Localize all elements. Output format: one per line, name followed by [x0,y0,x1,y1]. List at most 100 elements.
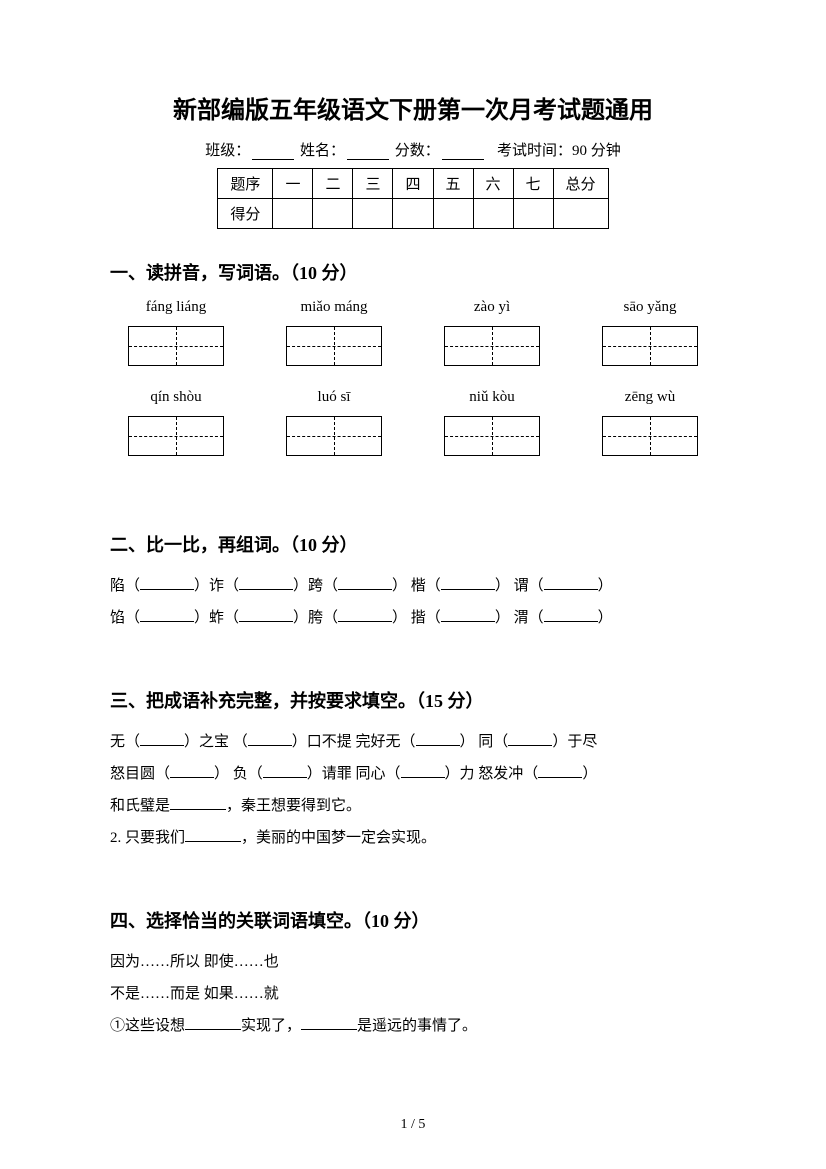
th: 五 [433,169,473,199]
blank[interactable] [140,589,194,590]
pinyin-row: fáng liáng miǎo máng zào yì sāo yǎng [110,299,716,320]
blank[interactable] [338,589,392,590]
text: ）请罪 同心（ [307,766,401,782]
char-box[interactable] [602,416,698,456]
q3-line2: 怒目圆（） 负（）请罪 同心（）力 怒发冲（） [110,759,716,789]
char-box[interactable] [286,326,382,366]
text: ）力 怒发冲（ [445,766,539,782]
table-row: 得分 [218,199,608,229]
text: 和氏璧是 [110,798,170,814]
text: ） 谓（ [495,578,544,594]
th: 题序 [218,169,273,199]
pinyin-item: sāo yǎng [590,299,710,320]
pinyin-item: luó sī [274,389,394,410]
th: 一 [273,169,313,199]
th: 七 [513,169,553,199]
text: ） 揩（ [392,610,441,626]
q3-line1: 无（）之宝 （）口不提 完好无（） 同（）于尽 [110,727,716,757]
text: ）诈（ [194,578,239,594]
pinyin-label: luó sī [274,389,394,406]
pinyin-label: sāo yǎng [590,299,710,316]
char-box[interactable] [444,416,540,456]
pinyin-label: miǎo máng [274,299,394,316]
text: 陷（ [110,578,140,594]
text: ）跨（ [293,578,338,594]
pinyin-label: fáng liáng [116,299,236,316]
text: ） [598,610,613,626]
score-cell[interactable] [353,199,393,229]
char-box[interactable] [128,326,224,366]
pinyin-item: zēng wù [590,389,710,410]
score-cell[interactable] [513,199,553,229]
pinyin-label: qín shòu [116,389,236,406]
text: 馅（ [110,610,140,626]
blank[interactable] [170,777,214,778]
blank[interactable] [140,745,184,746]
score-cell[interactable] [313,199,353,229]
table-row: 题序 一 二 三 四 五 六 七 总分 [218,169,608,199]
pinyin-item: qín shòu [116,389,236,410]
blank[interactable] [544,621,598,622]
blank[interactable] [441,589,495,590]
score-cell[interactable] [393,199,433,229]
blank[interactable] [401,777,445,778]
blank[interactable] [538,777,582,778]
blank[interactable] [170,809,226,810]
page-number: 1 / 5 [0,1117,826,1133]
q2-line2: 馅（）蚱（）胯（） 揩（） 渭（） [110,603,716,633]
score-cell[interactable] [433,199,473,229]
text: ，美丽的中国梦一定会实现。 [241,830,436,846]
blank[interactable] [301,1029,357,1030]
pinyin-item: niǔ kòu [432,389,552,410]
score-blank[interactable] [442,159,484,160]
blank[interactable] [338,621,392,622]
score-cell[interactable] [273,199,313,229]
pinyin-item: miǎo máng [274,299,394,320]
blank[interactable] [263,777,307,778]
text: 怒目圆（ [110,766,170,782]
text: ①这些设想 [110,1018,185,1034]
q3-line3: 和氏璧是，秦王想要得到它。 [110,791,716,821]
text: ）于尽 [552,734,597,750]
blank[interactable] [239,621,293,622]
char-box-row [110,416,716,461]
name-blank[interactable] [347,159,389,160]
text: 实现了， [241,1018,301,1034]
pinyin-row: qín shòu luó sī niǔ kòu zēng wù [110,389,716,410]
text: ） 同（ [460,734,509,750]
class-blank[interactable] [252,159,294,160]
blank[interactable] [248,745,292,746]
char-box[interactable] [128,416,224,456]
blank[interactable] [140,621,194,622]
text: 无（ [110,734,140,750]
char-box[interactable] [286,416,382,456]
th: 三 [353,169,393,199]
q4-line3: ①这些设想实现了，是遥远的事情了。 [110,1011,716,1041]
blank[interactable] [185,1029,241,1030]
score-cell[interactable] [553,199,608,229]
blank[interactable] [544,589,598,590]
char-box[interactable] [444,326,540,366]
blank[interactable] [416,745,460,746]
text: ） [598,578,613,594]
text: ）之宝 （ [184,734,248,750]
section-4-title: 四、选择恰当的关联词语填空。（10 分） [110,907,716,933]
th: 四 [393,169,433,199]
meta-line: 班级： 姓名： 分数： 考试时间：90 分钟 [110,139,716,160]
text: ）蚱（ [194,610,239,626]
q2-line1: 陷（）诈（）跨（） 楷（） 谓（） [110,571,716,601]
blank[interactable] [508,745,552,746]
blank[interactable] [239,589,293,590]
section-2-title: 二、比一比，再组词。（10 分） [110,531,716,557]
blank[interactable] [441,621,495,622]
char-box[interactable] [602,326,698,366]
section-3-title: 三、把成语补充完整，并按要求填空。（15 分） [110,687,716,713]
q4-line1: 因为……所以 即使……也 [110,947,716,977]
score-cell[interactable] [473,199,513,229]
pinyin-label: zào yì [432,299,552,316]
score-table: 题序 一 二 三 四 五 六 七 总分 得分 [217,168,608,229]
pinyin-label: niǔ kòu [432,389,552,406]
blank[interactable] [185,841,241,842]
pinyin-item: zào yì [432,299,552,320]
name-label: 姓名： [300,143,345,159]
